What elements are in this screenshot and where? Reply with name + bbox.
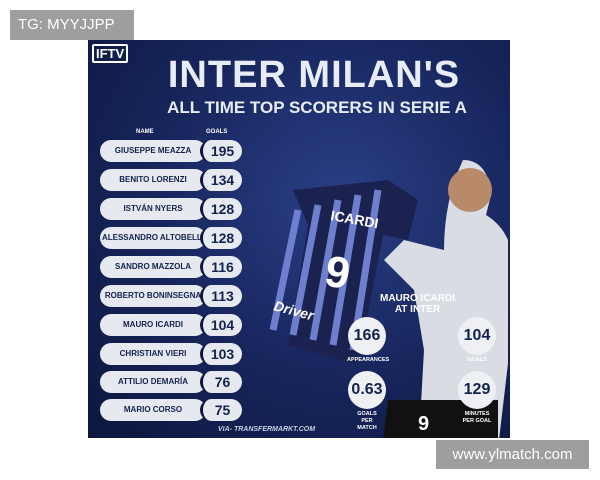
scorer-row: GIUSEPPE MEAZZA 195 — [100, 140, 242, 162]
subtitle: ALL TIME TOP SCORERS IN SERIE A — [167, 98, 467, 117]
icardi-heading: MAURO ICARDI AT INTER — [380, 293, 455, 315]
scorer-goals: 113 — [200, 285, 242, 307]
scorer-name: ALESSANDRO ALTOBELLI — [100, 227, 206, 249]
stat-goals-per-match: 0.63 GOALS PER MATCH — [347, 371, 387, 432]
shorts-number: 9 — [418, 413, 429, 435]
player-illustration: ICARDI 9 Driver 9 — [269, 160, 508, 438]
stat-goals: 104 GOALS — [457, 317, 497, 364]
title: INTER MILAN'S — [167, 54, 461, 96]
scorer-goals: 195 — [200, 140, 242, 162]
scorer-goals: 75 — [200, 399, 242, 421]
stat-minutes-per-goal: 129 MINUTES PER GOAL — [457, 371, 497, 425]
scorer-name: MARIO CORSO — [100, 399, 206, 421]
stat-value: 104 — [458, 317, 496, 355]
scorer-goals: 134 — [200, 169, 242, 191]
scorer-name: ROBERTO BONINSEGNA — [100, 285, 206, 307]
icardi-heading-line1: MAURO ICARDI — [380, 293, 455, 304]
scorer-row: ROBERTO BONINSEGNA 113 — [100, 285, 242, 307]
stat-value: 0.63 — [348, 371, 386, 409]
scorer-row: MAURO ICARDI 104 — [100, 314, 242, 336]
iftv-logo: IFTV — [92, 44, 129, 63]
scorer-name: GIUSEPPE MEAZZA — [100, 140, 206, 162]
scorer-goals: 104 — [200, 314, 242, 336]
scorer-goals: 128 — [200, 198, 242, 220]
scorer-name: CHRISTIAN VIERI — [100, 343, 206, 365]
scorer-goals: 128 — [200, 227, 242, 249]
scorer-row: CHRISTIAN VIERI 103 — [100, 343, 242, 365]
stat-label: MINUTES PER GOAL — [462, 411, 492, 424]
scorer-name: SANDRO MAZZOLA — [100, 256, 206, 278]
infographic: ICARDI 9 Driver 9 IFTV INTER MILAN'S ALL… — [88, 40, 510, 438]
scorer-name: BENITO LORENZI — [100, 169, 206, 191]
scorer-row: ISTVÁN NYERS 128 — [100, 198, 242, 220]
scorer-row: ALESSANDRO ALTOBELLI 128 — [100, 227, 242, 249]
stat-label: GOALS — [467, 357, 487, 363]
stat-value: 166 — [348, 317, 386, 355]
name-header: NAME — [136, 129, 154, 135]
scorer-row: SANDRO MAZZOLA 116 — [100, 256, 242, 278]
scorer-goals: 116 — [200, 256, 242, 278]
scorer-row: BENITO LORENZI 134 — [100, 169, 242, 191]
watermark-top: TG: MYYJJPP — [10, 10, 134, 40]
stat-label: APPEARANCES — [347, 357, 390, 363]
stat-appearances: 166 APPEARANCES — [347, 317, 390, 364]
scorer-name: ISTVÁN NYERS — [100, 198, 206, 220]
stat-label: GOALS PER MATCH — [357, 411, 377, 431]
scorer-goals: 76 — [200, 371, 242, 393]
source-text: VIA- TRANSFERMARKT.COM — [218, 426, 316, 433]
scorer-name: MAURO ICARDI — [100, 314, 206, 336]
watermark-bottom: www.ylmatch.com — [436, 440, 589, 469]
goals-header: GOALS — [206, 129, 228, 135]
scorer-name: ATTILIO DEMARÍA — [100, 371, 206, 393]
scorer-goals: 103 — [200, 343, 242, 365]
stat-value: 129 — [458, 371, 496, 409]
scorer-row: ATTILIO DEMARÍA 76 — [100, 371, 242, 393]
icardi-heading-line2: AT INTER — [394, 304, 441, 315]
scorer-row: MARIO CORSO 75 — [100, 399, 242, 421]
